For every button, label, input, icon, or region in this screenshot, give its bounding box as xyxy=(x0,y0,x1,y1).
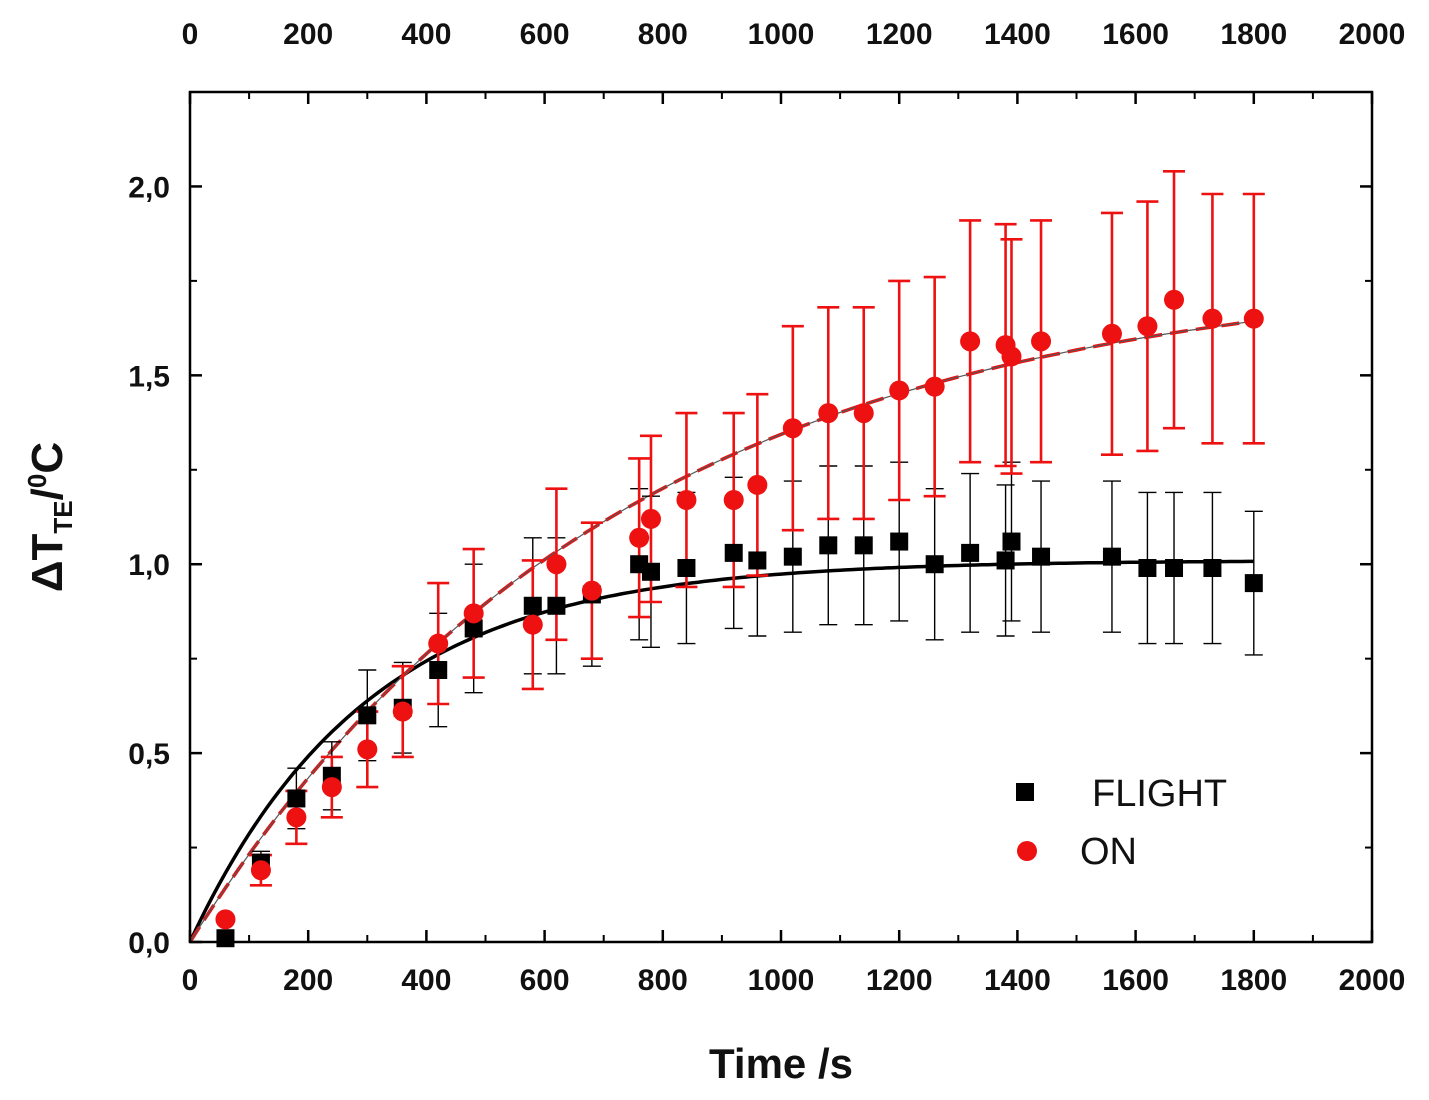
x-tick-label: 200 xyxy=(283,964,333,997)
data-point-flight xyxy=(547,596,566,615)
x-tick-label: 800 xyxy=(638,964,688,997)
data-point-on xyxy=(522,614,543,635)
y-tick-label: 0,5 xyxy=(128,738,170,771)
x-tick-label: 600 xyxy=(520,964,570,997)
data-point-flight xyxy=(1244,574,1263,593)
y-tick-label: 1,5 xyxy=(128,360,170,393)
data-point-on xyxy=(676,490,697,510)
y-title-superscript: 0 xyxy=(22,474,52,488)
data-point-on xyxy=(546,554,567,575)
x-tick-label: 2000 xyxy=(1339,964,1406,997)
data-point-flight xyxy=(1165,559,1184,577)
data-point-on xyxy=(782,418,803,439)
y-title-subscript: TE xyxy=(48,500,78,533)
data-point-on xyxy=(1031,331,1052,352)
data-point-flight xyxy=(996,551,1015,570)
data-point-flight xyxy=(854,536,873,555)
y-title-main: ΔT xyxy=(23,533,72,592)
data-point-flight xyxy=(1203,559,1222,577)
data-point-on xyxy=(889,380,910,401)
data-point-on xyxy=(1164,289,1185,310)
y-tick-label: 2,0 xyxy=(128,171,170,204)
data-point-on xyxy=(1202,308,1223,329)
data-point-flight xyxy=(287,789,306,808)
top-tick-label: 200 xyxy=(283,18,333,51)
data-point-flight xyxy=(890,532,909,551)
axis-labels: 0 0 200 200 400 400 600 600 800 800 1000 1000 1200 12… xyxy=(128,18,1405,997)
plot-frame xyxy=(188,90,1374,944)
legend: FLIGHT ON xyxy=(1016,773,1227,873)
data-points xyxy=(215,289,1264,948)
top-tick-label: 2000 xyxy=(1339,18,1406,51)
data-point-on xyxy=(1243,308,1264,329)
data-point-on xyxy=(463,603,484,624)
data-point-flight xyxy=(1002,532,1021,551)
x-tick-label: 1400 xyxy=(984,964,1051,997)
data-point-on xyxy=(924,376,945,397)
top-tick-label: 1200 xyxy=(866,18,933,51)
data-point-on xyxy=(581,580,602,601)
data-point-on xyxy=(250,860,271,881)
data-point-on xyxy=(392,701,413,722)
data-point-on xyxy=(723,490,744,510)
legend-marker-on xyxy=(1017,841,1037,861)
data-point-flight xyxy=(641,562,660,581)
data-point-on xyxy=(853,403,874,424)
data-point-on xyxy=(818,403,839,424)
x-axis-title: Time /s xyxy=(709,1040,853,1087)
data-point-on xyxy=(357,739,378,760)
data-point-on xyxy=(747,474,768,495)
data-point-on xyxy=(1137,316,1158,337)
top-tick-label: 1800 xyxy=(1220,18,1287,51)
fit-curve-flight xyxy=(188,559,1254,943)
x-tick-label: 400 xyxy=(401,964,451,997)
data-point-flight xyxy=(429,661,448,679)
data-point-on xyxy=(215,909,236,930)
data-point-flight xyxy=(724,543,743,562)
top-tick-label: 1000 xyxy=(748,18,815,51)
data-point-flight xyxy=(1102,547,1121,566)
x-tick-label: 1200 xyxy=(866,964,933,997)
data-point-on xyxy=(428,633,449,654)
data-point-on xyxy=(629,527,650,548)
y-title-slash: / xyxy=(23,488,72,500)
top-tick-label: 0 xyxy=(182,18,199,51)
y-title-unit: C xyxy=(23,442,72,474)
legend-marker-flight xyxy=(1016,783,1034,801)
data-point-flight xyxy=(464,619,483,638)
legend-label-flight: FLIGHT xyxy=(1092,773,1227,815)
data-point-flight xyxy=(819,536,838,555)
data-point-flight xyxy=(961,543,980,562)
x-tick-label: 1600 xyxy=(1102,964,1169,997)
data-point-flight xyxy=(748,551,767,570)
data-point-on xyxy=(640,508,661,529)
data-point-flight xyxy=(1138,559,1157,577)
top-tick-label: 400 xyxy=(401,18,451,51)
data-point-flight xyxy=(925,555,944,574)
x-tick-label: 0 xyxy=(182,964,199,997)
top-tick-label: 1400 xyxy=(984,18,1051,51)
data-point-on xyxy=(286,807,307,828)
y-axis-title: ΔTTE/0C xyxy=(22,442,78,592)
data-point-on xyxy=(1101,323,1122,344)
data-point-on xyxy=(321,777,342,798)
data-point-flight xyxy=(523,596,542,615)
data-point-flight xyxy=(677,559,696,577)
data-point-on xyxy=(960,331,981,352)
data-point-flight xyxy=(216,929,235,948)
data-point-on xyxy=(1001,346,1022,367)
top-tick-label: 800 xyxy=(638,18,688,51)
top-tick-label: 600 xyxy=(520,18,570,51)
data-point-flight xyxy=(1032,547,1051,566)
x-tick-label: 1000 xyxy=(748,964,815,997)
legend-label-on: ON xyxy=(1080,831,1137,873)
data-point-flight xyxy=(358,706,377,725)
y-tick-label: 1,0 xyxy=(128,549,170,582)
x-tick-label: 1800 xyxy=(1220,964,1287,997)
y-tick-label: 0,0 xyxy=(128,927,170,960)
top-tick-label: 1600 xyxy=(1102,18,1169,51)
data-point-flight xyxy=(783,547,802,566)
